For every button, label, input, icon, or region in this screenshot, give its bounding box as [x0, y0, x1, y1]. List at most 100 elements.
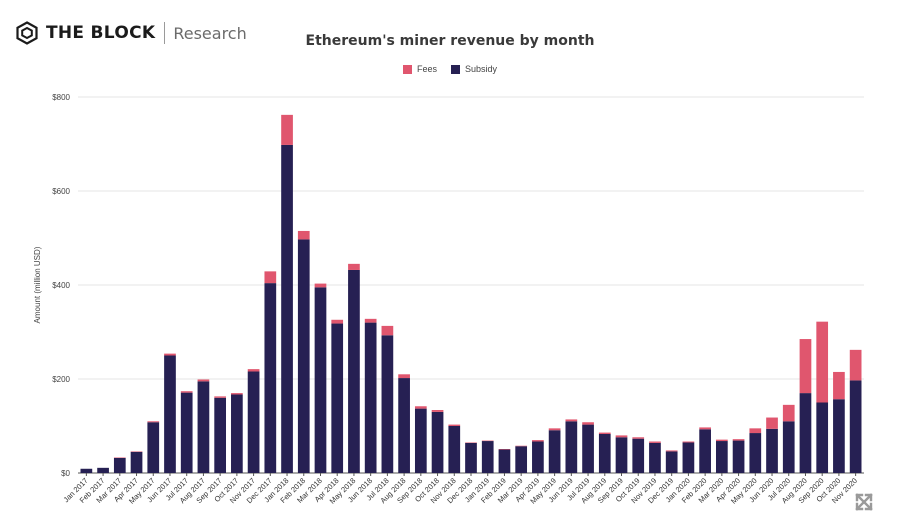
- bar-fees: [632, 437, 645, 439]
- bar-fees: [699, 427, 711, 430]
- bar-subsidy: [97, 467, 109, 473]
- bar-subsidy: [130, 451, 143, 473]
- bar-fees: [548, 428, 561, 431]
- bar-fees: [749, 428, 762, 434]
- bar-subsidy: [180, 392, 193, 473]
- bar-fees: [348, 263, 360, 270]
- brand-logo: THE BLOCK Research: [16, 18, 247, 48]
- bar-subsidy: [816, 402, 829, 473]
- bar-subsidy: [414, 408, 427, 473]
- bar-subsidy: [80, 468, 93, 473]
- bar-fees: [715, 439, 728, 442]
- bar-subsidy: [247, 371, 260, 473]
- bar-fees: [314, 283, 327, 288]
- bar-subsidy: [598, 433, 611, 473]
- bar-subsidy: [498, 449, 511, 473]
- bar-subsidy: [665, 451, 678, 473]
- bar-fees: [615, 435, 628, 438]
- brand-subtitle: Research: [173, 23, 247, 43]
- bar-subsidy: [749, 433, 762, 473]
- bar-fees: [197, 379, 210, 382]
- bar-fees: [281, 114, 293, 145]
- bar-subsidy: [364, 322, 377, 473]
- y-tick-label: $600: [52, 187, 70, 196]
- bar-subsidy: [281, 144, 293, 473]
- bar-fees: [448, 424, 461, 426]
- bar-subsidy: [398, 378, 410, 473]
- legend-swatch-fees: [402, 64, 412, 74]
- the-block-hexagon-logo-icon: [16, 21, 38, 45]
- bar-fees: [214, 396, 227, 398]
- bar-fees: [247, 369, 260, 372]
- bar-fees: [732, 439, 745, 441]
- bar-fees: [364, 318, 377, 323]
- bar-fees: [816, 321, 829, 403]
- bar-subsidy: [849, 380, 862, 473]
- bar-fees: [381, 325, 394, 336]
- y-tick-label: $200: [52, 375, 70, 384]
- bar-subsidy: [164, 355, 176, 473]
- bar-fees: [231, 393, 243, 395]
- bar-subsidy: [532, 441, 544, 473]
- bar-subsidy: [448, 426, 461, 473]
- bar-subsidy: [197, 381, 210, 473]
- bar-subsidy: [833, 399, 845, 473]
- bar-fees: [532, 440, 544, 442]
- bar-fees: [682, 441, 695, 443]
- bar-subsidy: [699, 429, 711, 473]
- bar-subsidy: [381, 335, 394, 473]
- bar-subsidy: [231, 394, 243, 473]
- y-tick-label: $800: [52, 93, 70, 102]
- bar-fees: [766, 417, 778, 429]
- legend-label-subsidy: Subsidy: [464, 64, 498, 74]
- bar-subsidy: [331, 323, 344, 473]
- bar-subsidy: [297, 239, 310, 473]
- bar-subsidy: [582, 424, 594, 473]
- bar-subsidy: [481, 441, 494, 473]
- bar-subsidy: [682, 442, 695, 473]
- bar-fees: [665, 450, 678, 452]
- bar-subsidy: [147, 422, 160, 473]
- bar-fees: [849, 349, 862, 381]
- chart-legend: Fees Subsidy: [0, 64, 900, 74]
- bar-subsidy: [649, 442, 661, 473]
- bar-fees: [398, 374, 410, 379]
- bar-subsidy: [314, 287, 327, 473]
- bar-fees: [164, 353, 176, 356]
- bar-subsidy: [348, 269, 360, 473]
- bar-fees: [833, 371, 845, 400]
- chart-title: Ethereum's miner revenue by month: [305, 33, 595, 49]
- y-tick-label: $400: [52, 281, 70, 290]
- legend-item-subsidy[interactable]: Subsidy: [450, 64, 498, 74]
- bar-fees: [582, 422, 594, 425]
- bar-fees: [598, 432, 611, 434]
- legend-label-fees: Fees: [416, 64, 437, 74]
- bar-subsidy: [615, 437, 628, 473]
- legend-item-fees[interactable]: Fees: [402, 64, 437, 74]
- bar-fees: [264, 271, 277, 284]
- bar-fees: [297, 230, 310, 240]
- legend-swatch-subsidy: [450, 64, 460, 74]
- bar-fees: [799, 339, 812, 394]
- bar-subsidy: [113, 457, 126, 473]
- bar-subsidy: [766, 428, 778, 473]
- bar-fees: [331, 319, 344, 324]
- bar-fees: [414, 406, 427, 409]
- bar-subsidy: [732, 440, 745, 473]
- bar-subsidy: [548, 430, 561, 473]
- bar-subsidy: [264, 283, 277, 473]
- bar-fees: [180, 391, 193, 393]
- bar-subsidy: [782, 421, 795, 473]
- expand-icon[interactable]: [854, 492, 874, 512]
- bar-fees: [782, 404, 795, 422]
- bar-subsidy: [465, 442, 477, 473]
- bar-subsidy: [799, 393, 812, 473]
- brand-name: THE BLOCK: [46, 23, 156, 43]
- bar-subsidy: [632, 438, 645, 473]
- bar-fees: [649, 441, 661, 443]
- bar-subsidy: [431, 411, 444, 473]
- brand-divider: [164, 22, 166, 44]
- bar-subsidy: [214, 397, 227, 473]
- y-axis-label: Amount (million USD): [33, 246, 42, 323]
